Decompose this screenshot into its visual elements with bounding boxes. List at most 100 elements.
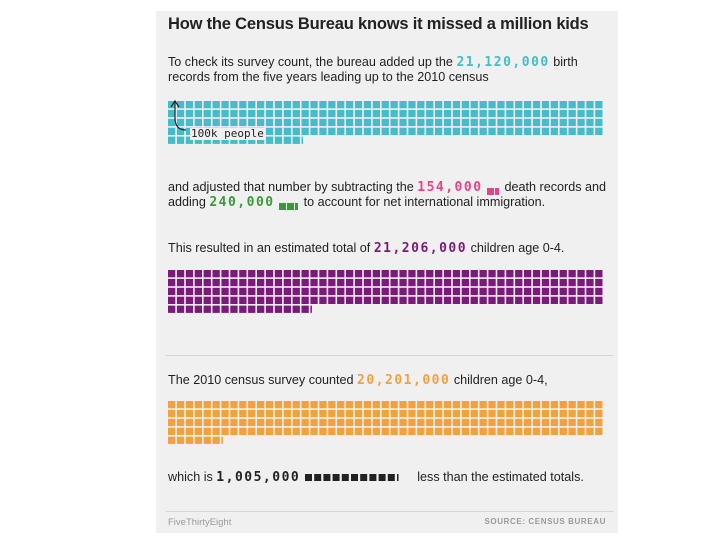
waffle-square [185,101,194,109]
waffle-square [212,109,220,118]
waffle-square [212,287,220,296]
waffle-square [248,305,256,313]
waffle-square [283,401,291,409]
waffle-square [301,296,309,304]
waffle-square [515,418,523,427]
waffle-square [248,109,256,118]
waffle-square [541,278,550,287]
waffle-square [328,270,336,278]
waffle-square [426,270,434,278]
waffle-square [248,418,256,427]
gap-square [350,474,358,482]
footer-brand: FiveThirtyEight [168,517,232,528]
waffle-square [417,127,425,135]
waffle-square [488,409,496,418]
waffle-square [390,270,398,278]
waffle-square [470,401,478,409]
waffle-square [443,278,452,287]
waffle-square [221,436,223,444]
waffle-square [381,418,389,427]
waffle-square [283,278,291,287]
waffle-square [497,270,505,278]
waffle-square [417,427,425,435]
waffle-square [265,270,274,278]
waffle-square [390,118,398,127]
waffle-square [168,270,176,278]
waffle-square [452,109,461,118]
waffle-square [506,270,514,278]
waffle-square [274,401,283,409]
waffle-square [532,427,541,435]
waffle-square [283,287,291,296]
waffle-square [363,427,372,435]
waffle-square [265,305,274,313]
waffle-square [559,418,567,427]
waffle-square [532,118,541,127]
waffle-square [363,418,372,427]
waffle-square [577,427,585,435]
waffle-square [221,305,229,313]
waffle-square [168,101,176,109]
waffle-square [506,418,514,427]
waffle-square [541,409,550,418]
waffle-square [381,296,389,304]
waffle-square [515,296,523,304]
gap-square [313,474,321,482]
waffle-square [541,270,550,278]
waffle-square [408,409,416,418]
waffle-square [390,109,398,118]
waffle-square [435,296,443,304]
waffle-square [506,296,514,304]
waffle-square [595,287,603,296]
waffle-square [310,270,318,278]
waffle-square [283,270,291,278]
waffle-square [577,127,585,135]
waffle-square [230,409,238,418]
waffle-square [337,287,345,296]
waffle-square [310,101,318,109]
waffle-square [212,305,220,313]
waffle-square [194,418,202,427]
waffle-square [488,296,496,304]
waffle-square [559,118,567,127]
waffle-square [221,278,229,287]
waffle-square [185,287,194,296]
waffle-square [488,270,496,278]
waffle-square [399,427,407,435]
waffle-square [274,270,283,278]
waffle-square [354,296,363,304]
waffle-square [310,127,318,135]
waffle-square [399,409,407,418]
waffle-square [506,287,514,296]
waffle-square [399,296,407,304]
waffle-square [363,409,372,418]
waffle-square [443,270,452,278]
waffle-square [408,109,416,118]
waffle-square [328,118,336,127]
waffle-square [168,418,176,427]
waffle-square [274,296,283,304]
waffle-square [185,401,194,409]
waffle-square [595,296,603,304]
waffle-square [559,270,567,278]
waffle-square [346,287,354,296]
waffle-square [550,287,558,296]
waffle-square [515,101,523,109]
waffle-square [230,109,238,118]
waffle-square [168,409,176,418]
waffle-square [194,109,202,118]
waffle-square [239,278,247,287]
gap-squares [304,474,399,482]
waffle-square [257,418,265,427]
waffle-square [230,287,238,296]
waffle-square [292,287,300,296]
waffle-square [479,409,487,418]
waffle-square [212,401,220,409]
waffle-square [274,418,283,427]
waffle-square [283,427,291,435]
waffle-square [354,287,363,296]
waffle-square [283,409,291,418]
waffle-square [239,270,247,278]
waffle-square [265,127,274,135]
waffle-square [168,305,176,313]
